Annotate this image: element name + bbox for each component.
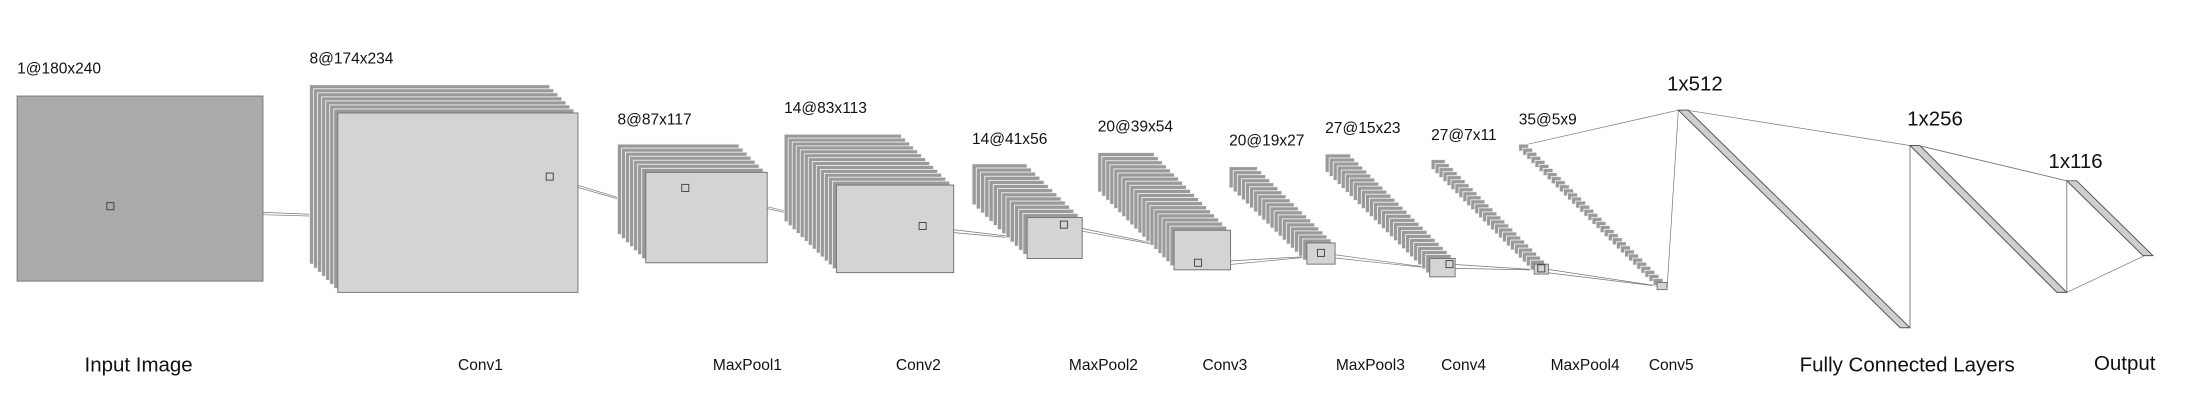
kernel (918, 222, 927, 230)
layer-size: 20@39x54 (1098, 118, 1174, 135)
connection-line (1918, 145, 2067, 182)
feature-map-front (835, 184, 955, 274)
kernel (1537, 264, 1546, 273)
layer-name: MaxPool3 (1336, 357, 1405, 374)
layer-size: 27@7x11 (1431, 127, 1497, 144)
feature-map-front (1026, 217, 1083, 259)
connection-line (1541, 268, 1663, 288)
feature-map-front (645, 171, 768, 264)
fc-size: 1x256 (1907, 108, 1963, 131)
kernel (1059, 220, 1068, 229)
fc-layer (2065, 180, 2155, 257)
connection-line (1449, 263, 1543, 271)
kernel (106, 202, 115, 211)
connection-line (1455, 268, 1543, 271)
output-caption: Output (2094, 352, 2156, 375)
layer-size: 20@19x27 (1229, 132, 1304, 149)
layer-size: 8@87x117 (617, 111, 691, 128)
feature-map-front (1656, 282, 1668, 291)
layer-name: MaxPool2 (1069, 357, 1138, 374)
fc-size: 1x116 (2048, 150, 2102, 173)
layer-name: Conv4 (1441, 357, 1486, 374)
feature-map-front (337, 112, 579, 293)
layer-name: Conv5 (1649, 357, 1694, 374)
layer-size: 27@15x23 (1325, 120, 1400, 137)
kernel (545, 172, 554, 181)
layer-name: Conv3 (1202, 357, 1247, 374)
connection-line (2066, 255, 2145, 293)
layer-size: 35@5x9 (1519, 111, 1577, 128)
fc-size: 1x512 (1667, 72, 1723, 95)
connection-line (1666, 110, 1679, 290)
kernel (681, 183, 690, 192)
kernel (1194, 258, 1203, 267)
layer-size: 14@41x56 (972, 131, 1047, 148)
feature-map-front (1533, 263, 1549, 275)
layer-name: Input Image (85, 354, 193, 377)
feature-map-front (1429, 258, 1456, 278)
connection-line (1686, 109, 1911, 146)
connection-line (1528, 109, 1679, 145)
fc-caption: Fully Connected Layers (1800, 354, 2015, 377)
feature-map-front (1306, 242, 1336, 265)
layer-size: 14@83x113 (784, 100, 867, 117)
fc-layer (1677, 109, 1912, 329)
connection-line (1546, 272, 1663, 288)
layer-name: MaxPool4 (1551, 357, 1620, 374)
kernel (1445, 260, 1454, 269)
layer-name: Conv2 (896, 357, 941, 374)
feature-map-front (16, 95, 264, 282)
layer-size: 8@174x234 (310, 51, 394, 68)
layer-name: Conv1 (458, 357, 503, 374)
layer-size: 1@180x240 (17, 60, 101, 77)
kernel (1316, 248, 1325, 257)
layer-name: MaxPool1 (713, 357, 782, 374)
fc-layer (1908, 145, 2068, 293)
feature-map-front (1173, 229, 1232, 271)
